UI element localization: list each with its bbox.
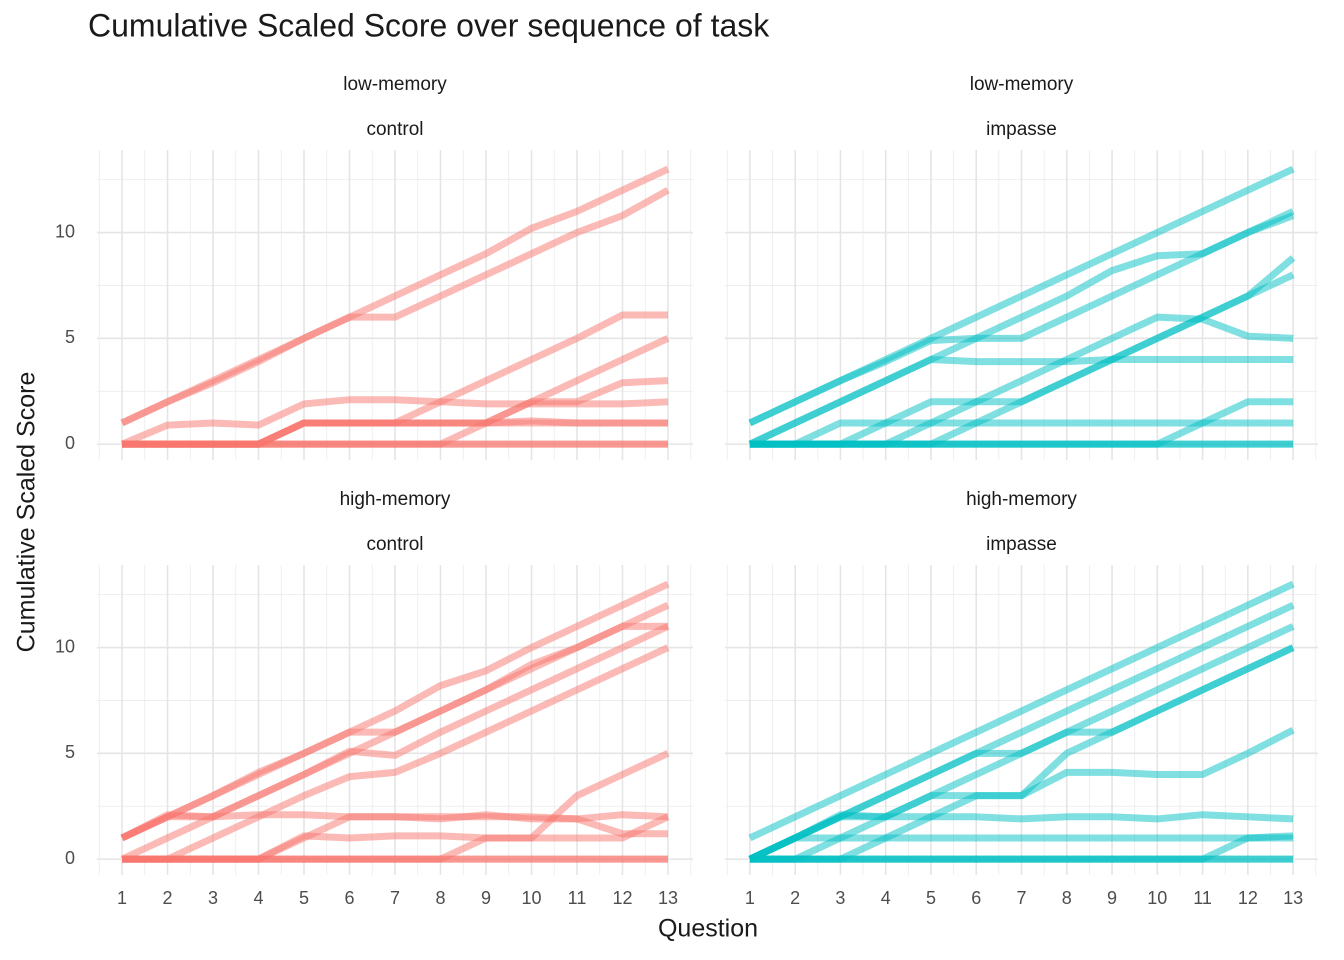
series-line (120, 622, 668, 842)
y-tick-label: 10 (55, 221, 75, 241)
x-tick-label: 10 (521, 888, 541, 908)
x-tick-label: 5 (926, 888, 936, 908)
x-axis-title: Question (658, 915, 758, 943)
facet-label: low-memory (343, 74, 447, 95)
series-line (748, 580, 1295, 842)
x-tick-label: 5 (299, 888, 309, 908)
x-tick-label: 12 (612, 888, 632, 908)
x-tick-label: 3 (208, 888, 218, 908)
x-tick-label: 12 (1238, 888, 1258, 908)
series-line (122, 644, 670, 863)
x-tick-label: 1 (745, 888, 755, 908)
y-axis-title: Cumulative Scaled Score (13, 372, 41, 653)
x-tick-label: 4 (881, 888, 891, 908)
x-tick-label: 6 (344, 888, 354, 908)
y-tick-label: 0 (65, 848, 75, 868)
x-tick-label: 6 (971, 888, 981, 908)
y-tick-label: 0 (65, 433, 75, 453)
x-tick-label: 7 (1016, 888, 1026, 908)
series-line (748, 811, 1294, 863)
x-tick-label: 8 (435, 888, 445, 908)
x-tick-label: 1 (117, 888, 127, 908)
chart-title: Cumulative Scaled Score over sequence of… (88, 7, 770, 43)
panel: 0 5 10 low-memory control (55, 74, 693, 460)
x-tick-label: 2 (790, 888, 800, 908)
x-tick-label: 10 (1147, 888, 1167, 908)
x-tick-label: 11 (1193, 888, 1212, 908)
x-tick-label: 11 (568, 888, 587, 908)
x-tick-label: 13 (658, 888, 678, 908)
series-line (120, 187, 670, 427)
x-tick-label: 13 (1283, 888, 1303, 908)
y-tick-label: 5 (65, 742, 75, 762)
series-line (748, 355, 1294, 448)
facet-label: control (366, 119, 423, 140)
facet-label: control (366, 534, 423, 555)
x-tick-label: 9 (481, 888, 491, 908)
y-tick-label: 5 (65, 327, 75, 347)
facet-label: impasse (986, 534, 1057, 555)
panel: low-memory impasse (725, 74, 1318, 460)
facet-label: impasse (986, 119, 1057, 140)
series-line (748, 832, 1294, 863)
x-tick-label: 7 (390, 888, 400, 908)
facet-label: low-memory (970, 74, 1074, 95)
x-tick-label: 4 (254, 888, 264, 908)
facet-label: high-memory (340, 489, 451, 510)
x-tick-label: 8 (1062, 888, 1072, 908)
x-tick-label: 2 (163, 888, 173, 908)
x-tick-label: 9 (1107, 888, 1117, 908)
facet-label: high-memory (966, 489, 1077, 510)
x-tick-label: 3 (835, 888, 845, 908)
y-tick-label: 10 (55, 636, 75, 656)
